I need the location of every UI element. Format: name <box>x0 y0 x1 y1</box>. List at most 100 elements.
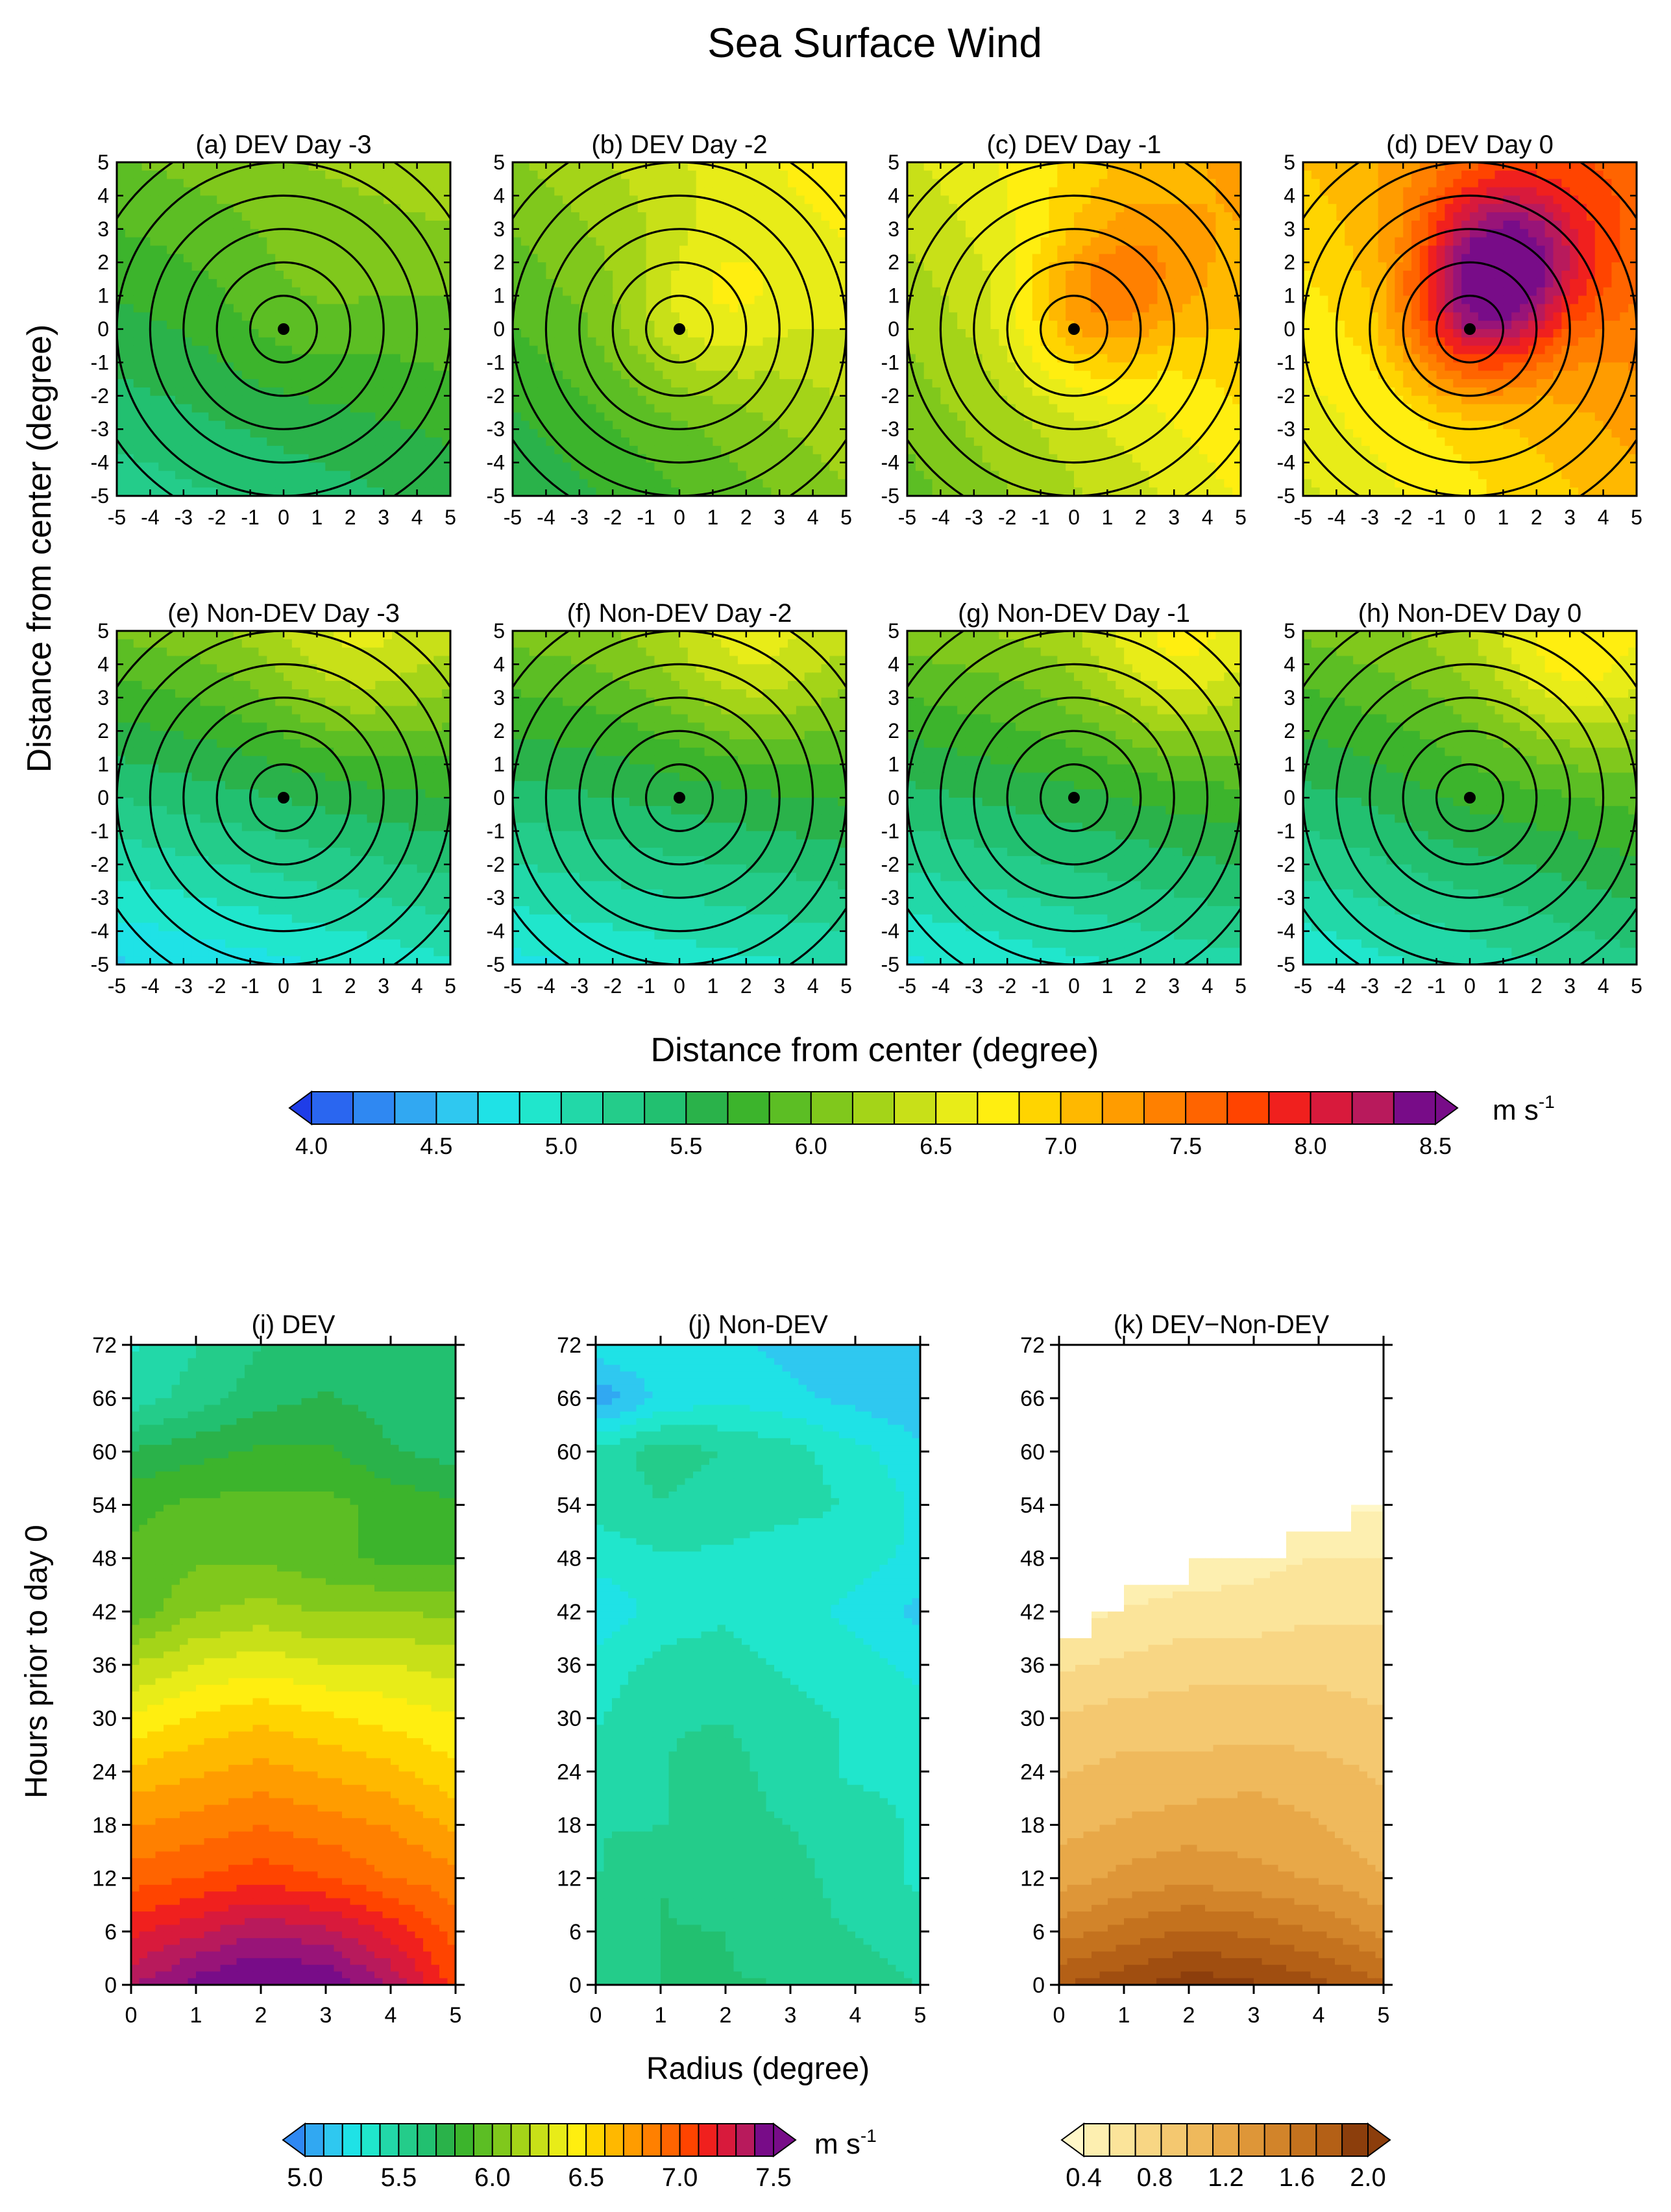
cell <box>208 262 217 271</box>
cell <box>158 254 167 262</box>
cell <box>234 429 242 437</box>
cell <box>384 288 392 296</box>
cell <box>400 238 409 246</box>
cell <box>384 421 392 429</box>
cell <box>125 371 134 379</box>
cell <box>175 288 184 296</box>
cell <box>234 321 242 329</box>
cell <box>334 254 342 262</box>
cell <box>350 413 359 421</box>
cell <box>125 179 134 188</box>
cell <box>309 413 317 421</box>
cell <box>258 254 267 262</box>
cell <box>142 429 151 437</box>
cell <box>225 271 234 279</box>
cell <box>267 279 275 288</box>
cell <box>125 221 134 229</box>
cell <box>433 304 442 312</box>
cell <box>242 188 250 196</box>
cell <box>167 329 175 338</box>
cell <box>425 371 433 379</box>
cell <box>217 179 225 188</box>
cell <box>258 413 267 421</box>
cell <box>167 338 175 346</box>
cell <box>275 396 284 404</box>
cell <box>258 171 267 179</box>
cell <box>409 188 417 196</box>
cell <box>167 288 175 296</box>
cell <box>167 413 175 421</box>
cell <box>208 429 217 437</box>
cell <box>192 288 201 296</box>
cell <box>375 262 384 271</box>
cell <box>217 271 225 279</box>
cell <box>217 371 225 379</box>
cell <box>325 304 334 312</box>
cell <box>192 162 201 171</box>
cell <box>317 262 325 271</box>
cell <box>225 429 234 437</box>
cell <box>225 254 234 262</box>
cell <box>175 279 184 288</box>
cell <box>342 195 350 204</box>
cell <box>150 179 158 188</box>
cell <box>367 296 376 304</box>
cell <box>325 321 334 329</box>
cell <box>433 346 442 354</box>
cell <box>117 246 125 254</box>
cell <box>217 288 225 296</box>
cell <box>242 254 250 262</box>
cell <box>350 379 359 387</box>
cell <box>158 404 167 413</box>
cell <box>242 346 250 354</box>
cell <box>433 413 442 421</box>
cell <box>300 212 309 221</box>
cell <box>384 429 392 437</box>
cell <box>417 279 426 288</box>
cell <box>284 179 292 188</box>
cell <box>275 271 284 279</box>
cell <box>125 321 134 329</box>
cell <box>392 338 400 346</box>
cell <box>325 421 334 429</box>
cell <box>158 229 167 238</box>
cell <box>208 271 217 279</box>
cell <box>433 229 442 238</box>
cell <box>258 279 267 288</box>
cell <box>309 296 317 304</box>
cell <box>392 304 400 312</box>
cell <box>425 221 433 229</box>
cell <box>417 296 426 304</box>
cell <box>359 362 367 371</box>
cell <box>184 429 192 437</box>
cell <box>284 271 292 279</box>
cell <box>309 271 317 279</box>
cell <box>267 204 275 212</box>
cell <box>292 379 300 387</box>
cell <box>275 279 284 288</box>
cell <box>192 195 201 204</box>
cell <box>175 379 184 387</box>
cell <box>167 229 175 238</box>
cell <box>425 304 433 312</box>
cell <box>342 254 350 262</box>
cell <box>250 179 259 188</box>
cell <box>167 321 175 329</box>
cell <box>375 379 384 387</box>
cell <box>275 195 284 204</box>
cell <box>217 221 225 229</box>
cell <box>250 404 259 413</box>
cell <box>134 354 142 363</box>
cell <box>392 354 400 363</box>
cell <box>417 321 426 329</box>
cell <box>367 246 376 254</box>
cell <box>267 371 275 379</box>
cell <box>267 188 275 196</box>
cell <box>417 371 426 379</box>
cell <box>417 387 426 396</box>
cell <box>275 362 284 371</box>
cell <box>300 171 309 179</box>
cell <box>292 254 300 262</box>
cell <box>267 329 275 338</box>
cell <box>258 338 267 346</box>
